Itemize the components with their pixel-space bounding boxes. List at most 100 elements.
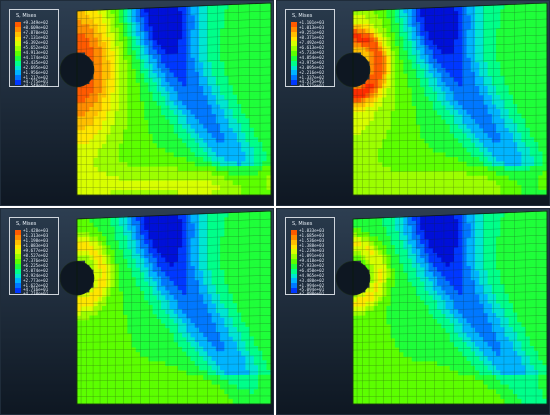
legend-box: S, Mises +9.349e+02 +8.609e+02 +7.870e+0… [9,9,59,88]
contour-cell [386,78,392,85]
contour-cell [177,44,183,50]
contour-cell [203,185,209,191]
contour-cell [211,99,217,106]
mesh-line [76,50,272,58]
contour-cell [224,269,230,276]
contour-cell [106,310,112,316]
contour-cell [211,47,217,54]
contour-cell [182,81,187,88]
contour-cell [118,185,124,191]
contour-cell [266,244,272,251]
mesh-line [76,90,272,96]
contour-cell [114,305,120,312]
contour-cell [236,61,242,67]
contour-cell [361,143,366,150]
contour-cell [236,175,242,182]
contour-cell [542,141,548,148]
contour-cell [441,11,447,18]
contour-cell [241,180,246,186]
contour-cell [203,189,209,196]
contour-cell [123,338,128,344]
contour-cell [399,59,404,66]
contour-cell [228,217,234,223]
contour-cell [491,14,497,20]
contour-cell [156,21,162,27]
contour-cell [139,148,145,154]
contour-cell [232,269,238,276]
contour-cell [378,18,383,25]
contour-cell [445,138,451,144]
contour-cell [249,60,255,67]
contour-cell [156,133,162,140]
contour-cell [127,338,133,344]
contour-cell [169,180,175,186]
contour-cell [156,328,162,334]
contour-cell [258,312,263,318]
contour-cell [203,175,209,182]
contour-cell [135,162,141,168]
contour-cell [352,102,358,108]
contour-cell [475,109,480,115]
contour-cell [411,26,417,33]
contour-cell [190,15,196,21]
contour-cell [266,297,272,304]
contour-cell [399,87,404,94]
contour-cell [123,96,128,103]
contour-cell [394,36,400,43]
contour-cell [253,321,259,328]
contour-cell [525,17,531,24]
contour-cell [517,94,522,100]
contour-cell [131,143,137,149]
contour-cell [232,123,238,129]
contour-cell [253,12,259,19]
contour-cell [182,29,187,36]
contour-cell [517,65,522,72]
contour-cell [258,307,263,313]
contour-cell [378,143,383,150]
contour-cell [529,31,535,38]
contour-plot-panel-3[interactable]: S, Mises +1.428e+03 +1.313e+03 +1.198e+0… [0,208,274,415]
contour-cell [220,161,225,167]
contour-cell [534,122,539,129]
contour-cell [266,316,272,323]
contour-cell [169,252,175,258]
contour-cell [458,10,463,17]
contour-cell [483,24,489,30]
contour-cell [258,41,263,47]
contour-cell [441,185,447,191]
contour-cell [127,54,133,61]
contour-cell [241,99,246,105]
contour-cell [487,175,493,182]
contour-cell [487,147,493,153]
contour-cell [394,162,400,168]
contour-cell [538,175,544,181]
contour-cell [199,109,204,115]
contour-cell [508,56,514,63]
contour-cell [420,190,425,196]
contour-plot-panel-1[interactable]: S, Mises +9.349e+02 +8.609e+02 +7.870e+0… [0,0,274,206]
contour-cell [224,250,230,257]
contour-cell [177,67,183,73]
contour-cell [207,270,213,276]
contour-cell [169,228,175,235]
contour-cell [378,74,383,80]
contour-cell [394,22,400,29]
contour-cell [458,147,463,153]
contour-cell [211,241,217,248]
contour-cell [445,58,451,64]
contour-plot-panel-2[interactable]: S, Mises +1.101e+03 +1.013e+03 +9.251e+0… [276,0,550,206]
contour-cell [407,31,413,37]
contour-cell [428,180,434,186]
contour-cell [496,47,501,53]
contour-cell [432,30,438,37]
contour-cell [232,236,238,242]
contour-cell [123,216,128,223]
contour-cell [215,66,221,72]
contour-cell [220,189,225,196]
contour-cell [512,84,518,91]
contour-cell [508,89,514,96]
contour-cell [127,239,133,246]
contour-cell [215,166,221,172]
contour-cell [127,73,133,80]
contour-cell [215,227,221,233]
